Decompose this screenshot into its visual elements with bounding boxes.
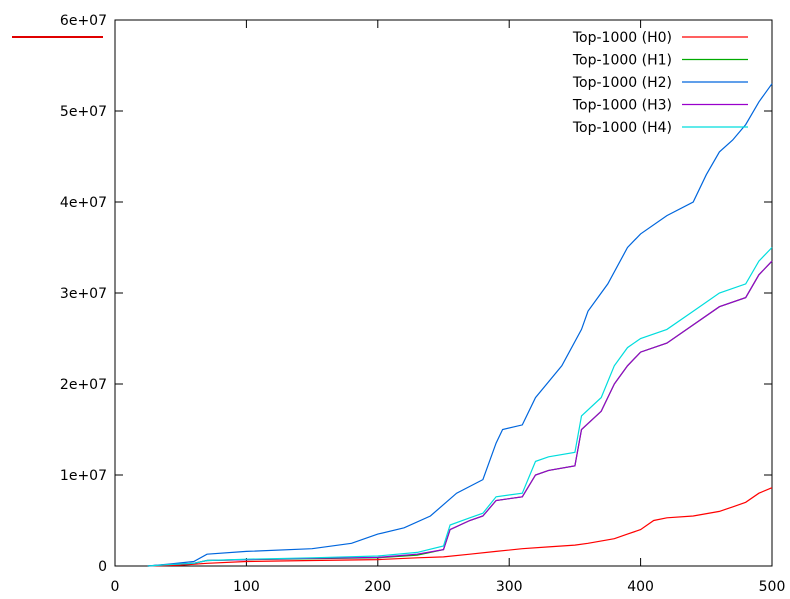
- axis-tick-labels: 0 100 200 300 400 500 0 1e+07 2e+07 3e+07 4e+07 5e+…: [60, 13, 785, 595]
- plot-frame: [114, 19, 773, 567]
- y-tick-label: 1e+07: [60, 468, 107, 484]
- x-tick-label: 100: [233, 579, 260, 595]
- series-line-h4: [147, 247, 773, 567]
- y-tick-label: 0: [98, 559, 107, 575]
- x-tick-label: 300: [496, 579, 523, 595]
- legend-label: Top-1000 (H1): [572, 53, 672, 69]
- y-tick-label: 4e+07: [60, 195, 107, 211]
- x-tick-label: 500: [759, 579, 786, 595]
- legend-label: Top-1000 (H4): [572, 120, 672, 136]
- series-line-h2: [147, 83, 773, 567]
- x-tick-label: 200: [364, 579, 391, 595]
- x-tick-label: 400: [627, 579, 654, 595]
- legend-label: Top-1000 (H3): [572, 98, 672, 114]
- series-line-h1: [147, 260, 773, 567]
- legend: Top-1000 (H0) Top-1000 (H1) Top-1000 (H2) T…: [572, 30, 748, 136]
- series-lines: [147, 83, 773, 567]
- series-line-h3: [147, 260, 773, 567]
- legend-label: Top-1000 (H2): [572, 75, 672, 91]
- y-tick-label: 2e+07: [60, 377, 107, 393]
- axis-ticks: [114, 19, 773, 567]
- series-line-h0: [147, 487, 773, 567]
- y-tick-label: 6e+07: [60, 13, 107, 29]
- legend-label: Top-1000 (H0): [572, 30, 672, 46]
- x-tick-label: 0: [111, 579, 120, 595]
- y-tick-label: 5e+07: [60, 104, 107, 120]
- y-tick-label: 3e+07: [60, 286, 107, 302]
